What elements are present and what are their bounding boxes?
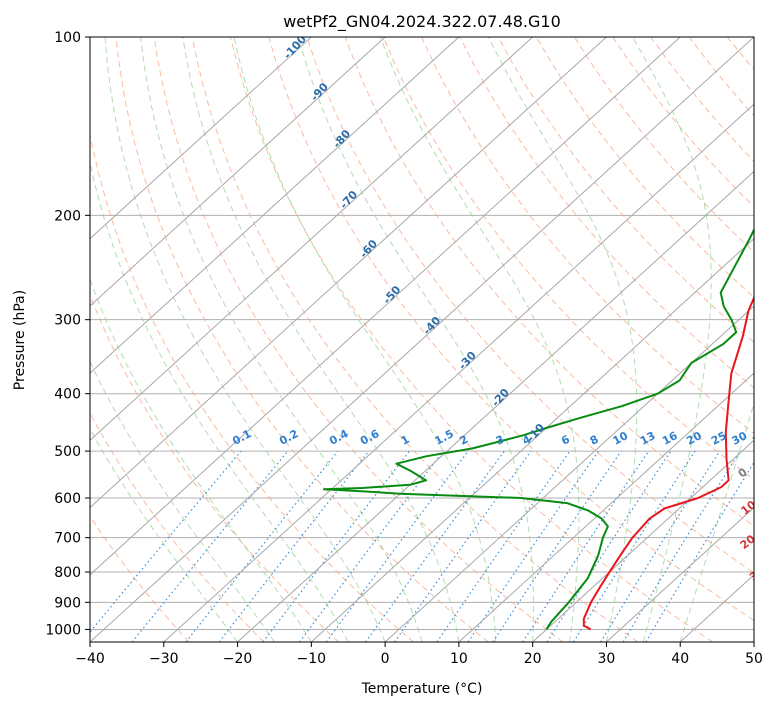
moist-adiabat-line [297, 37, 534, 642]
moist-adiabat-line [632, 37, 712, 642]
x-tick-label: −40 [75, 651, 105, 667]
dry-adiabat-line [382, 37, 754, 481]
y-tick-label: 300 [54, 313, 81, 329]
mixing-ratio-label: 25 [709, 429, 729, 448]
y-tick-label: 900 [54, 595, 81, 611]
isotherm-line [532, 439, 754, 642]
dry-adiabat-line [90, 515, 190, 642]
moist-adiabat-line [233, 37, 497, 642]
isotherm-line [90, 37, 681, 576]
y-tick-label: 400 [54, 387, 81, 403]
mixing-ratio-line [185, 450, 339, 642]
y-tick-label: 1000 [45, 622, 81, 638]
dry-adiabat-line [497, 37, 754, 344]
adiabat-label: 30 [747, 564, 767, 584]
mixing-ratio-label: 16 [660, 429, 680, 448]
axes: −40 −30 −20 −10 0 10 20 30 40 50 100 200 300 400 500 60… [45, 30, 763, 667]
mixing-ratio-label: 13 [638, 429, 658, 448]
mixing-ratio-line [522, 450, 650, 642]
mixing-ratio-line [436, 450, 571, 642]
isotherm-line [90, 37, 754, 642]
x-tick-label: 10 [450, 651, 468, 667]
mixing-ratio-label: 36 [750, 429, 770, 448]
y-tick-label: 800 [54, 565, 81, 581]
isotherm-line [606, 506, 754, 642]
isotherm-line [384, 305, 754, 642]
x-tick-label: 50 [745, 651, 763, 667]
isotherm-line [90, 37, 460, 374]
x-axis-title: Temperature (°C) [361, 681, 483, 697]
mixing-ratio-line [622, 450, 741, 642]
mixing-ratio-line [262, 450, 410, 642]
y-tick-label: 700 [54, 531, 81, 547]
dry-adiabat-line [191, 37, 639, 642]
plot-frame [89, 36, 755, 643]
x-tick-label: −20 [223, 651, 253, 667]
isotherm-line [90, 37, 386, 307]
moist-adiabat-line [488, 37, 638, 642]
y-axis-title: Pressure (hPa) [12, 290, 28, 390]
moist-adiabat-line [379, 37, 580, 642]
moist-adiabat-line [679, 401, 754, 642]
y-tick-label: 200 [54, 208, 81, 224]
mixing-ratio-label: 30 [730, 429, 750, 448]
isotherm-line [90, 37, 534, 442]
x-tick-label: 0 [381, 651, 390, 667]
dry-adiabat-line [115, 37, 489, 642]
mixing-ratio-line [546, 450, 672, 642]
isotherm-line [237, 170, 754, 642]
y-tick-label: 600 [54, 491, 81, 507]
mixing-ratio-label: 10 [611, 429, 631, 448]
moist-adiabat-line [90, 160, 349, 642]
isotherm-line [310, 237, 754, 642]
isotherm-line [163, 103, 754, 642]
moist-adiabat-line [182, 37, 460, 642]
sounding-profile-line [582, 295, 754, 631]
dry-adiabat-line [90, 131, 414, 642]
dry-adiabat-line [90, 412, 265, 642]
dry-adiabat-line [306, 37, 754, 574]
mixing-ratio-line [394, 450, 532, 642]
dry-adiabat-line [268, 37, 754, 622]
mixing-ratio-line [492, 450, 622, 642]
moist-adiabat-line [90, 360, 275, 642]
dry-adiabat-line [459, 37, 754, 389]
dry-adiabat-line [421, 37, 754, 435]
isotherm-line [90, 37, 607, 509]
y-tick-label: 100 [54, 30, 81, 46]
isotherm-line [458, 372, 754, 642]
mixing-ratio-line [572, 450, 696, 642]
dry-adiabat-line [535, 37, 754, 298]
x-tick-label: 30 [598, 651, 616, 667]
moist-adiabat-line [90, 427, 238, 642]
mixing-ratio-line [467, 450, 599, 642]
moist-adiabat-line [104, 37, 386, 642]
sounding-profile-line [323, 227, 754, 630]
mixing-ratio-label: 20 [684, 429, 704, 448]
dry-adiabat-line [90, 293, 339, 642]
mixing-ratio-line [600, 450, 721, 642]
plot-area [90, 37, 754, 642]
chart-title: wetPf2_GN04.2024.322.07.48.G10 [283, 12, 561, 32]
x-tick-label: −30 [149, 651, 179, 667]
isotherm-line [90, 37, 312, 240]
moist-adiabat-line [140, 37, 423, 642]
x-tick-label: 20 [524, 651, 542, 667]
x-tick-label: −10 [297, 651, 327, 667]
y-tick-label: 500 [54, 444, 81, 460]
x-tick-label: 40 [671, 651, 689, 667]
